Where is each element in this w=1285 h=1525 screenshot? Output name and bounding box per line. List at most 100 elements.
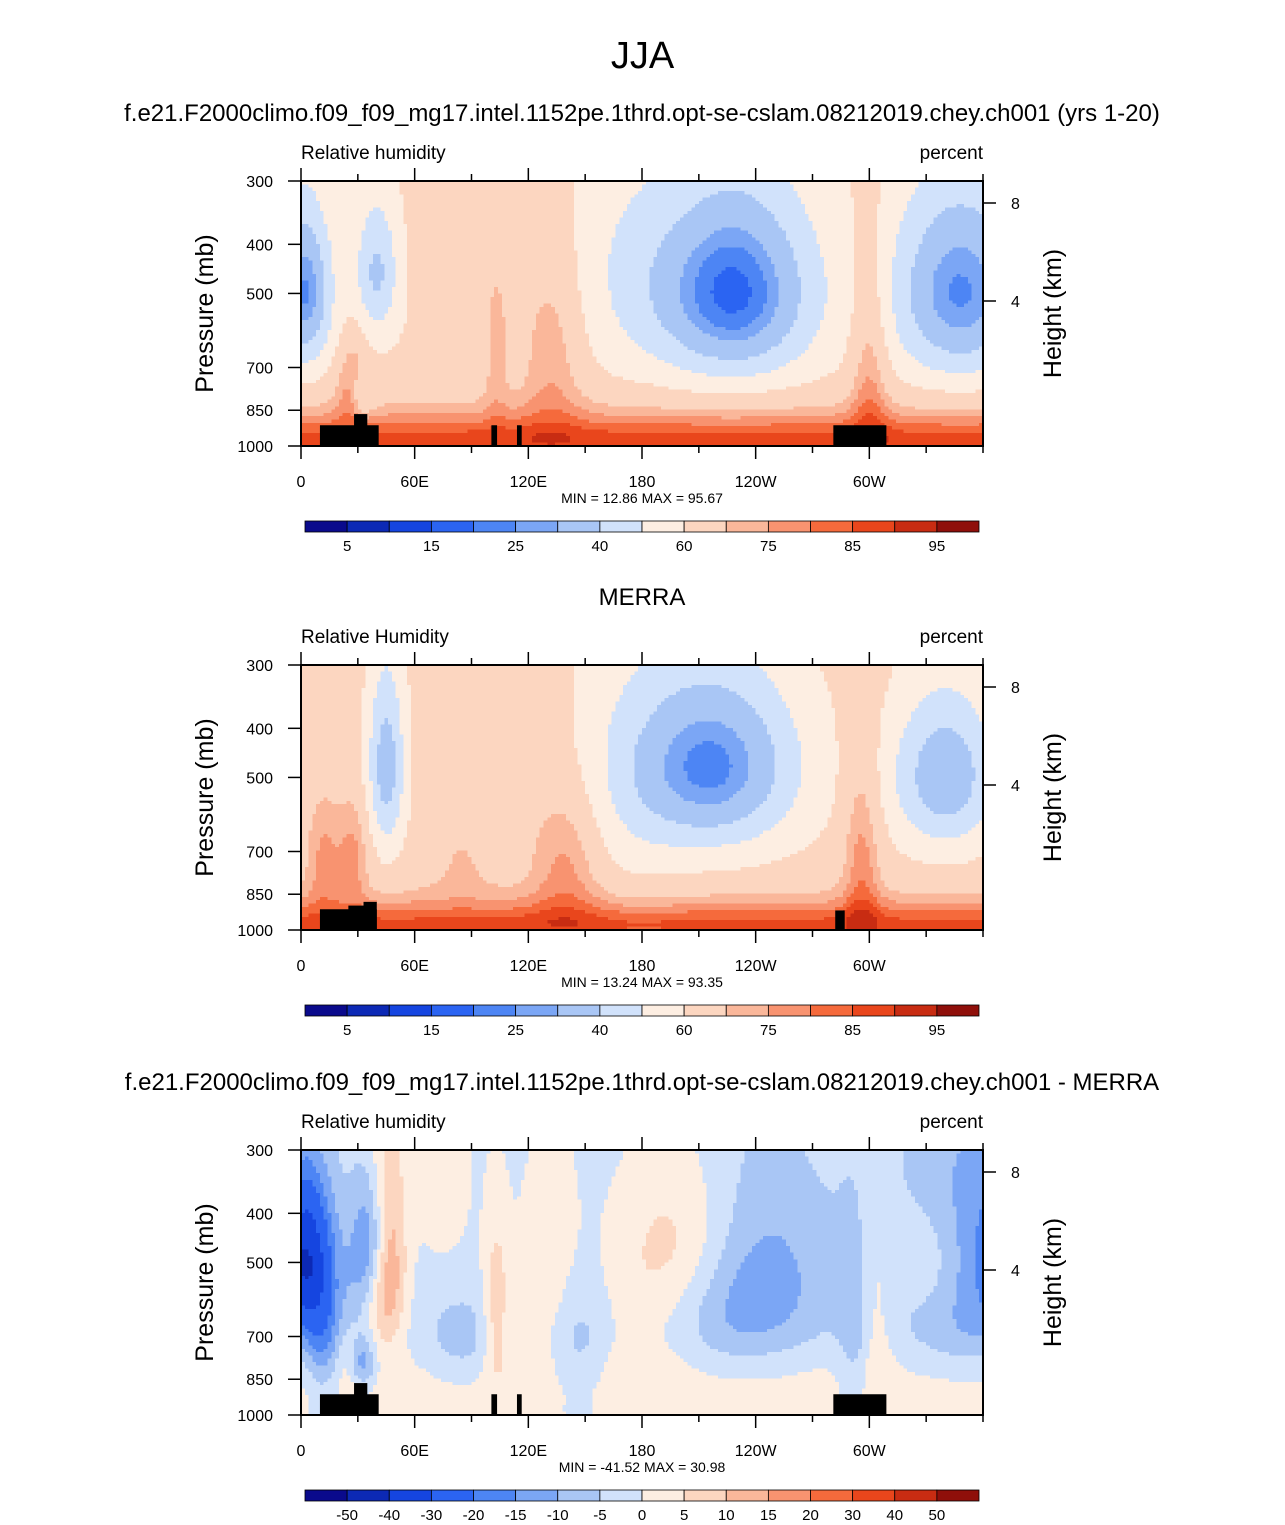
heatmap-cell <box>785 194 791 199</box>
heatmap-cell <box>755 210 761 215</box>
heatmap-cell <box>937 217 942 222</box>
heatmap-cell <box>945 187 950 192</box>
heatmap-cell <box>403 200 408 205</box>
heatmap-cell <box>490 217 495 222</box>
heatmap-cell <box>918 194 923 199</box>
heatmap-cell <box>679 181 685 185</box>
heatmap-cell <box>528 200 533 205</box>
heatmap-cell <box>933 207 939 212</box>
heatmap-cell <box>539 190 545 195</box>
heatmap-cell <box>706 181 711 185</box>
heatmap-cell <box>547 217 552 222</box>
heatmap-cell <box>740 220 745 225</box>
heatmap-cell <box>812 207 817 212</box>
heatmap-cell <box>854 214 859 219</box>
heatmap-cell <box>793 197 798 202</box>
heatmap-cell <box>740 181 745 185</box>
heatmap-cell <box>929 204 935 209</box>
heatmap-cell <box>948 194 954 199</box>
heatmap-cell <box>964 200 969 205</box>
heatmap-cell <box>327 194 332 199</box>
heatmap-cell <box>952 184 958 189</box>
heatmap-cell <box>592 184 598 189</box>
heatmap-cell <box>740 190 745 195</box>
heatmap-cell <box>331 190 336 195</box>
heatmap-cell <box>505 217 510 222</box>
heatmap-cell <box>827 184 833 189</box>
heatmap-cell <box>676 207 681 212</box>
heatmap-cell <box>956 184 961 189</box>
heatmap-cell <box>854 197 859 202</box>
heatmap-cell <box>619 187 624 192</box>
heatmap-cell <box>342 217 348 222</box>
heatmap-cell <box>490 200 495 205</box>
heatmap-cell <box>551 210 556 215</box>
heatmap-cell <box>960 187 965 192</box>
heatmap-cell <box>452 204 457 209</box>
heatmap-cell <box>410 197 416 202</box>
heatmap-cell <box>607 181 613 185</box>
heatmap-cell <box>407 207 412 212</box>
heatmap-cell <box>456 184 461 189</box>
heatmap-cell <box>964 184 969 189</box>
heatmap-cell <box>539 210 545 215</box>
heatmap-cell <box>774 207 779 212</box>
heatmap-cell <box>585 197 590 202</box>
heatmap-cell <box>702 214 708 219</box>
heatmap-cell <box>391 210 397 215</box>
heatmap-cell <box>801 204 806 209</box>
heatmap-cell <box>793 217 798 222</box>
heatmap-cell <box>820 200 825 205</box>
heatmap-cell <box>835 220 840 225</box>
heatmap-cell <box>812 200 817 205</box>
heatmap-cell <box>316 200 321 205</box>
heatmap-cell <box>615 204 620 209</box>
heatmap-cell <box>918 190 923 195</box>
heatmap-cell <box>528 220 533 225</box>
heatmap-cell <box>395 200 401 205</box>
heatmap-cell <box>463 204 469 209</box>
heatmap-cell <box>490 210 495 215</box>
heatmap-cell <box>460 200 465 205</box>
heatmap-cell <box>611 204 617 209</box>
heatmap-cell <box>695 217 700 222</box>
heatmap-cell <box>941 187 946 192</box>
heatmap-cell <box>736 220 742 225</box>
heatmap-cell <box>774 181 779 185</box>
heatmap-cell <box>744 197 749 202</box>
heatmap-cell <box>513 200 518 205</box>
heatmap-cell <box>346 197 351 202</box>
heatmap-cell <box>801 184 806 189</box>
heatmap-cell <box>736 200 742 205</box>
heatmap-cell <box>691 214 696 219</box>
heatmap-cell <box>967 204 973 209</box>
heatmap-cell <box>422 210 427 215</box>
heatmap-cell <box>422 217 427 222</box>
heatmap-cell <box>539 217 545 222</box>
heatmap-cell <box>770 214 776 219</box>
heatmap-cell <box>342 207 348 212</box>
heatmap-cell <box>611 190 617 195</box>
heatmap-cell <box>444 187 450 192</box>
heatmap-cell <box>615 194 620 199</box>
heatmap-cell <box>744 220 749 225</box>
heatmap-cell <box>725 220 730 225</box>
heatmap-cell <box>687 190 692 195</box>
heatmap-cell <box>710 194 715 199</box>
heatmap-cell <box>816 190 821 195</box>
heatmap-cell <box>672 217 677 222</box>
heatmap-cell <box>937 207 942 212</box>
heatmap-cell <box>604 217 609 222</box>
heatmap-cell <box>535 181 541 185</box>
heatmap-cell <box>740 217 745 222</box>
heatmap-cell <box>839 194 844 199</box>
heatmap-cell <box>372 207 378 212</box>
heatmap-cell <box>672 200 677 205</box>
heatmap-cell <box>490 184 495 189</box>
heatmap-cell <box>698 200 704 205</box>
heatmap-cell <box>869 187 874 192</box>
heatmap-cell <box>914 204 920 209</box>
heatmap-cell <box>482 190 488 195</box>
heatmap-cell <box>876 197 882 202</box>
heatmap-cell <box>831 187 836 192</box>
